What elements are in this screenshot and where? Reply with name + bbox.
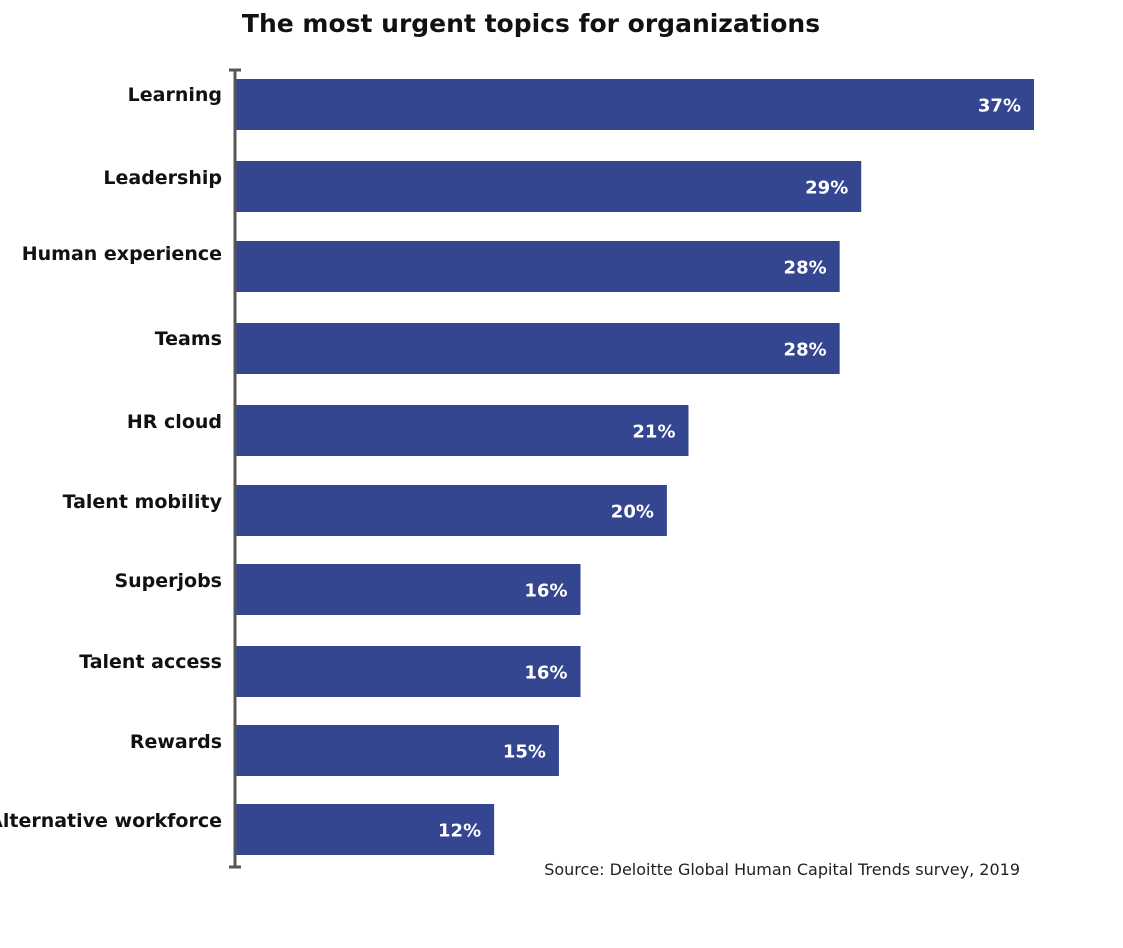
bar-value-label: 15% [503,742,546,763]
bar-value-label: 28% [784,340,827,361]
bar [235,564,581,615]
category-label: Teams [155,328,222,350]
bar-value-label: 28% [784,258,827,279]
bar [235,485,667,536]
category-label: Talent access [79,651,222,673]
category-axis: Learning Leadership Human experience Teams H… [0,68,241,869]
bar-value-label: 29% [805,178,848,199]
category-label: HR cloud [127,411,222,433]
bar [235,161,862,212]
bar-value-label: 21% [632,422,675,443]
bar [235,241,840,292]
category-label: Leadership [103,167,222,189]
chart-title: The most urgent topics for organizations [242,9,820,38]
bar-value-label: 37% [978,96,1021,117]
bar [235,646,581,697]
bar-value-label: 12% [438,821,481,842]
bar [235,725,559,776]
category-label: Rewards [130,731,222,753]
bar [235,405,689,456]
source-note: Source: Deloitte Global Human Capital Tr… [544,860,1020,879]
bars-layer: 37% 29% 28% 28% 21% 20% 16% 16% 15% 12% [235,79,1034,855]
bar [235,323,840,374]
bar-value-label: 16% [524,663,567,684]
bar [235,79,1034,130]
bar-value-label: 20% [611,502,654,523]
category-label: Talent mobility [63,491,223,513]
category-label: Superjobs [114,570,222,592]
category-label: Learning [128,84,222,106]
bar [235,804,495,855]
category-label: Human experience [22,243,222,265]
bar-value-label: 16% [524,581,567,602]
category-label: Alternative workforce [0,810,222,832]
